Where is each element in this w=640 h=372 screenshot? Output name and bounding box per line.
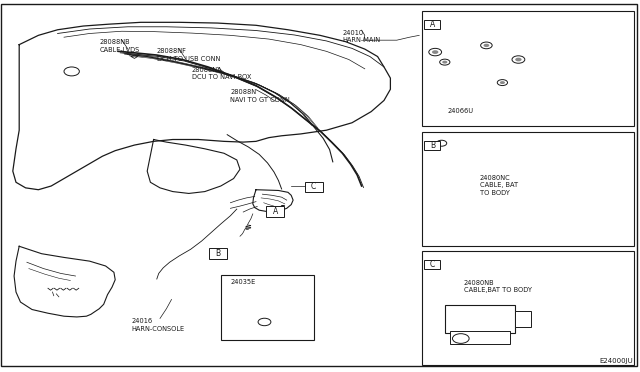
Text: 28088NB
CABLE-LVDS: 28088NB CABLE-LVDS bbox=[99, 39, 140, 52]
Bar bbox=[515, 311, 531, 327]
Text: B: B bbox=[429, 141, 435, 150]
Bar bbox=[424, 20, 440, 29]
Bar bbox=[305, 182, 323, 192]
Text: C: C bbox=[311, 182, 316, 191]
Bar bbox=[422, 132, 634, 246]
Text: 28088N
NAVI TO GT CONN: 28088N NAVI TO GT CONN bbox=[230, 89, 290, 103]
Text: A: A bbox=[429, 20, 435, 29]
Bar bbox=[445, 305, 515, 333]
Bar bbox=[422, 251, 634, 365]
Bar bbox=[221, 275, 314, 340]
Text: C: C bbox=[429, 260, 435, 269]
Circle shape bbox=[442, 61, 447, 64]
Circle shape bbox=[500, 81, 505, 84]
Circle shape bbox=[432, 50, 438, 54]
Text: 24066U: 24066U bbox=[448, 108, 474, 114]
Text: B: B bbox=[215, 249, 220, 258]
Text: 28088NA
DCU TO NAVI BOX: 28088NA DCU TO NAVI BOX bbox=[192, 67, 252, 80]
Bar bbox=[209, 248, 227, 259]
Circle shape bbox=[484, 44, 489, 47]
Text: 24010
HARN-MAIN: 24010 HARN-MAIN bbox=[342, 30, 381, 43]
Bar bbox=[450, 331, 510, 344]
Bar bbox=[424, 141, 440, 150]
Text: A: A bbox=[273, 207, 278, 216]
Bar bbox=[266, 206, 284, 217]
Bar bbox=[422, 11, 634, 126]
Text: 28088NF
DCU TO USB CONN: 28088NF DCU TO USB CONN bbox=[157, 48, 220, 62]
Text: 24035E: 24035E bbox=[230, 279, 255, 285]
Text: 24080NB
CABLE,BAT TO BODY: 24080NB CABLE,BAT TO BODY bbox=[464, 280, 532, 293]
Text: 24016
HARN-CONSOLE: 24016 HARN-CONSOLE bbox=[131, 318, 184, 331]
Bar bbox=[424, 260, 440, 269]
Text: 24080NC
CABLE, BAT
TO BODY: 24080NC CABLE, BAT TO BODY bbox=[480, 175, 518, 196]
Text: E24000JU: E24000JU bbox=[600, 358, 634, 364]
Circle shape bbox=[515, 58, 522, 61]
